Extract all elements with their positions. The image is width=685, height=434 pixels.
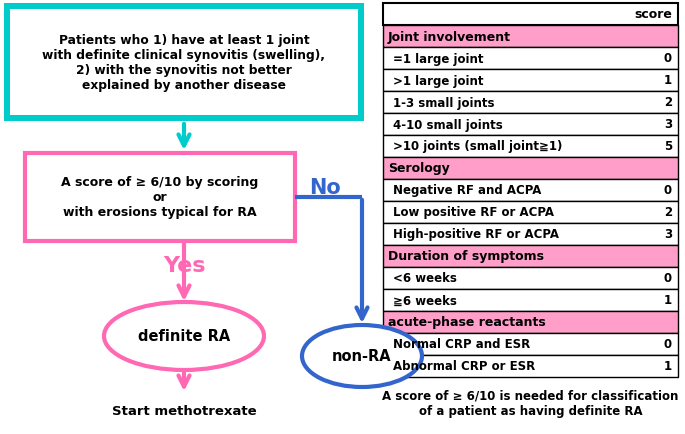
Text: 1: 1 <box>664 294 672 307</box>
Text: 0: 0 <box>664 53 672 66</box>
Text: Duration of symptoms: Duration of symptoms <box>388 250 544 263</box>
FancyBboxPatch shape <box>383 180 678 201</box>
FancyBboxPatch shape <box>383 355 678 377</box>
Text: Yes: Yes <box>163 256 206 275</box>
FancyBboxPatch shape <box>10 10 358 116</box>
FancyBboxPatch shape <box>25 154 295 241</box>
FancyBboxPatch shape <box>383 136 678 158</box>
FancyBboxPatch shape <box>4 4 364 122</box>
FancyBboxPatch shape <box>383 267 678 289</box>
Text: Low positive RF or ACPA: Low positive RF or ACPA <box>393 206 554 219</box>
Text: >10 joints (small joint≧1): >10 joints (small joint≧1) <box>393 140 562 153</box>
Text: Joint involvement: Joint involvement <box>388 30 511 43</box>
Text: Normal CRP and ESR: Normal CRP and ESR <box>393 338 530 351</box>
Text: 1-3 small joints: 1-3 small joints <box>393 96 495 109</box>
Text: Serology: Serology <box>388 162 450 175</box>
FancyBboxPatch shape <box>383 201 678 224</box>
FancyBboxPatch shape <box>383 224 678 246</box>
FancyBboxPatch shape <box>383 48 678 70</box>
Text: A score of ≥ 6/10 is needed for classification
of a patient as having definite R: A score of ≥ 6/10 is needed for classifi… <box>382 389 679 417</box>
Ellipse shape <box>104 302 264 370</box>
Text: acute-phase reactants: acute-phase reactants <box>388 316 546 329</box>
Text: non-RA: non-RA <box>332 349 392 364</box>
FancyBboxPatch shape <box>383 70 678 92</box>
Text: =1 large joint: =1 large joint <box>393 53 484 66</box>
FancyBboxPatch shape <box>383 92 678 114</box>
FancyBboxPatch shape <box>383 158 678 180</box>
Text: >1 large joint: >1 large joint <box>393 74 484 87</box>
Text: A score of ≥ 6/10 by scoring
or
with erosions typical for RA: A score of ≥ 6/10 by scoring or with ero… <box>62 176 259 219</box>
Ellipse shape <box>302 325 422 387</box>
Text: 0: 0 <box>664 338 672 351</box>
FancyBboxPatch shape <box>383 246 678 267</box>
FancyBboxPatch shape <box>383 26 678 48</box>
Text: 5: 5 <box>664 140 672 153</box>
Text: 1: 1 <box>664 74 672 87</box>
Text: Start methotrexate: Start methotrexate <box>112 404 256 417</box>
Text: 1: 1 <box>664 360 672 373</box>
FancyBboxPatch shape <box>383 289 678 311</box>
Text: 3: 3 <box>664 118 672 131</box>
Text: <6 weeks: <6 weeks <box>393 272 457 285</box>
Text: 4-10 small joints: 4-10 small joints <box>393 118 503 131</box>
Text: 0: 0 <box>664 272 672 285</box>
Text: 2: 2 <box>664 96 672 109</box>
FancyBboxPatch shape <box>383 311 678 333</box>
Text: Patients who 1) have at least 1 joint
with definite clinical synovitis (swelling: Patients who 1) have at least 1 joint wi… <box>42 34 325 92</box>
Text: Negative RF and ACPA: Negative RF and ACPA <box>393 184 541 197</box>
Text: High-positive RF or ACPA: High-positive RF or ACPA <box>393 228 559 241</box>
Text: 0: 0 <box>664 184 672 197</box>
Text: score: score <box>634 9 672 21</box>
FancyBboxPatch shape <box>383 4 678 26</box>
Text: 3: 3 <box>664 228 672 241</box>
Text: ≧6 weeks: ≧6 weeks <box>393 294 457 307</box>
Text: definite RA: definite RA <box>138 329 230 344</box>
Text: 2: 2 <box>664 206 672 219</box>
FancyBboxPatch shape <box>383 114 678 136</box>
FancyBboxPatch shape <box>383 333 678 355</box>
Text: Abnormal CRP or ESR: Abnormal CRP or ESR <box>393 360 535 373</box>
Text: No: No <box>309 178 340 197</box>
